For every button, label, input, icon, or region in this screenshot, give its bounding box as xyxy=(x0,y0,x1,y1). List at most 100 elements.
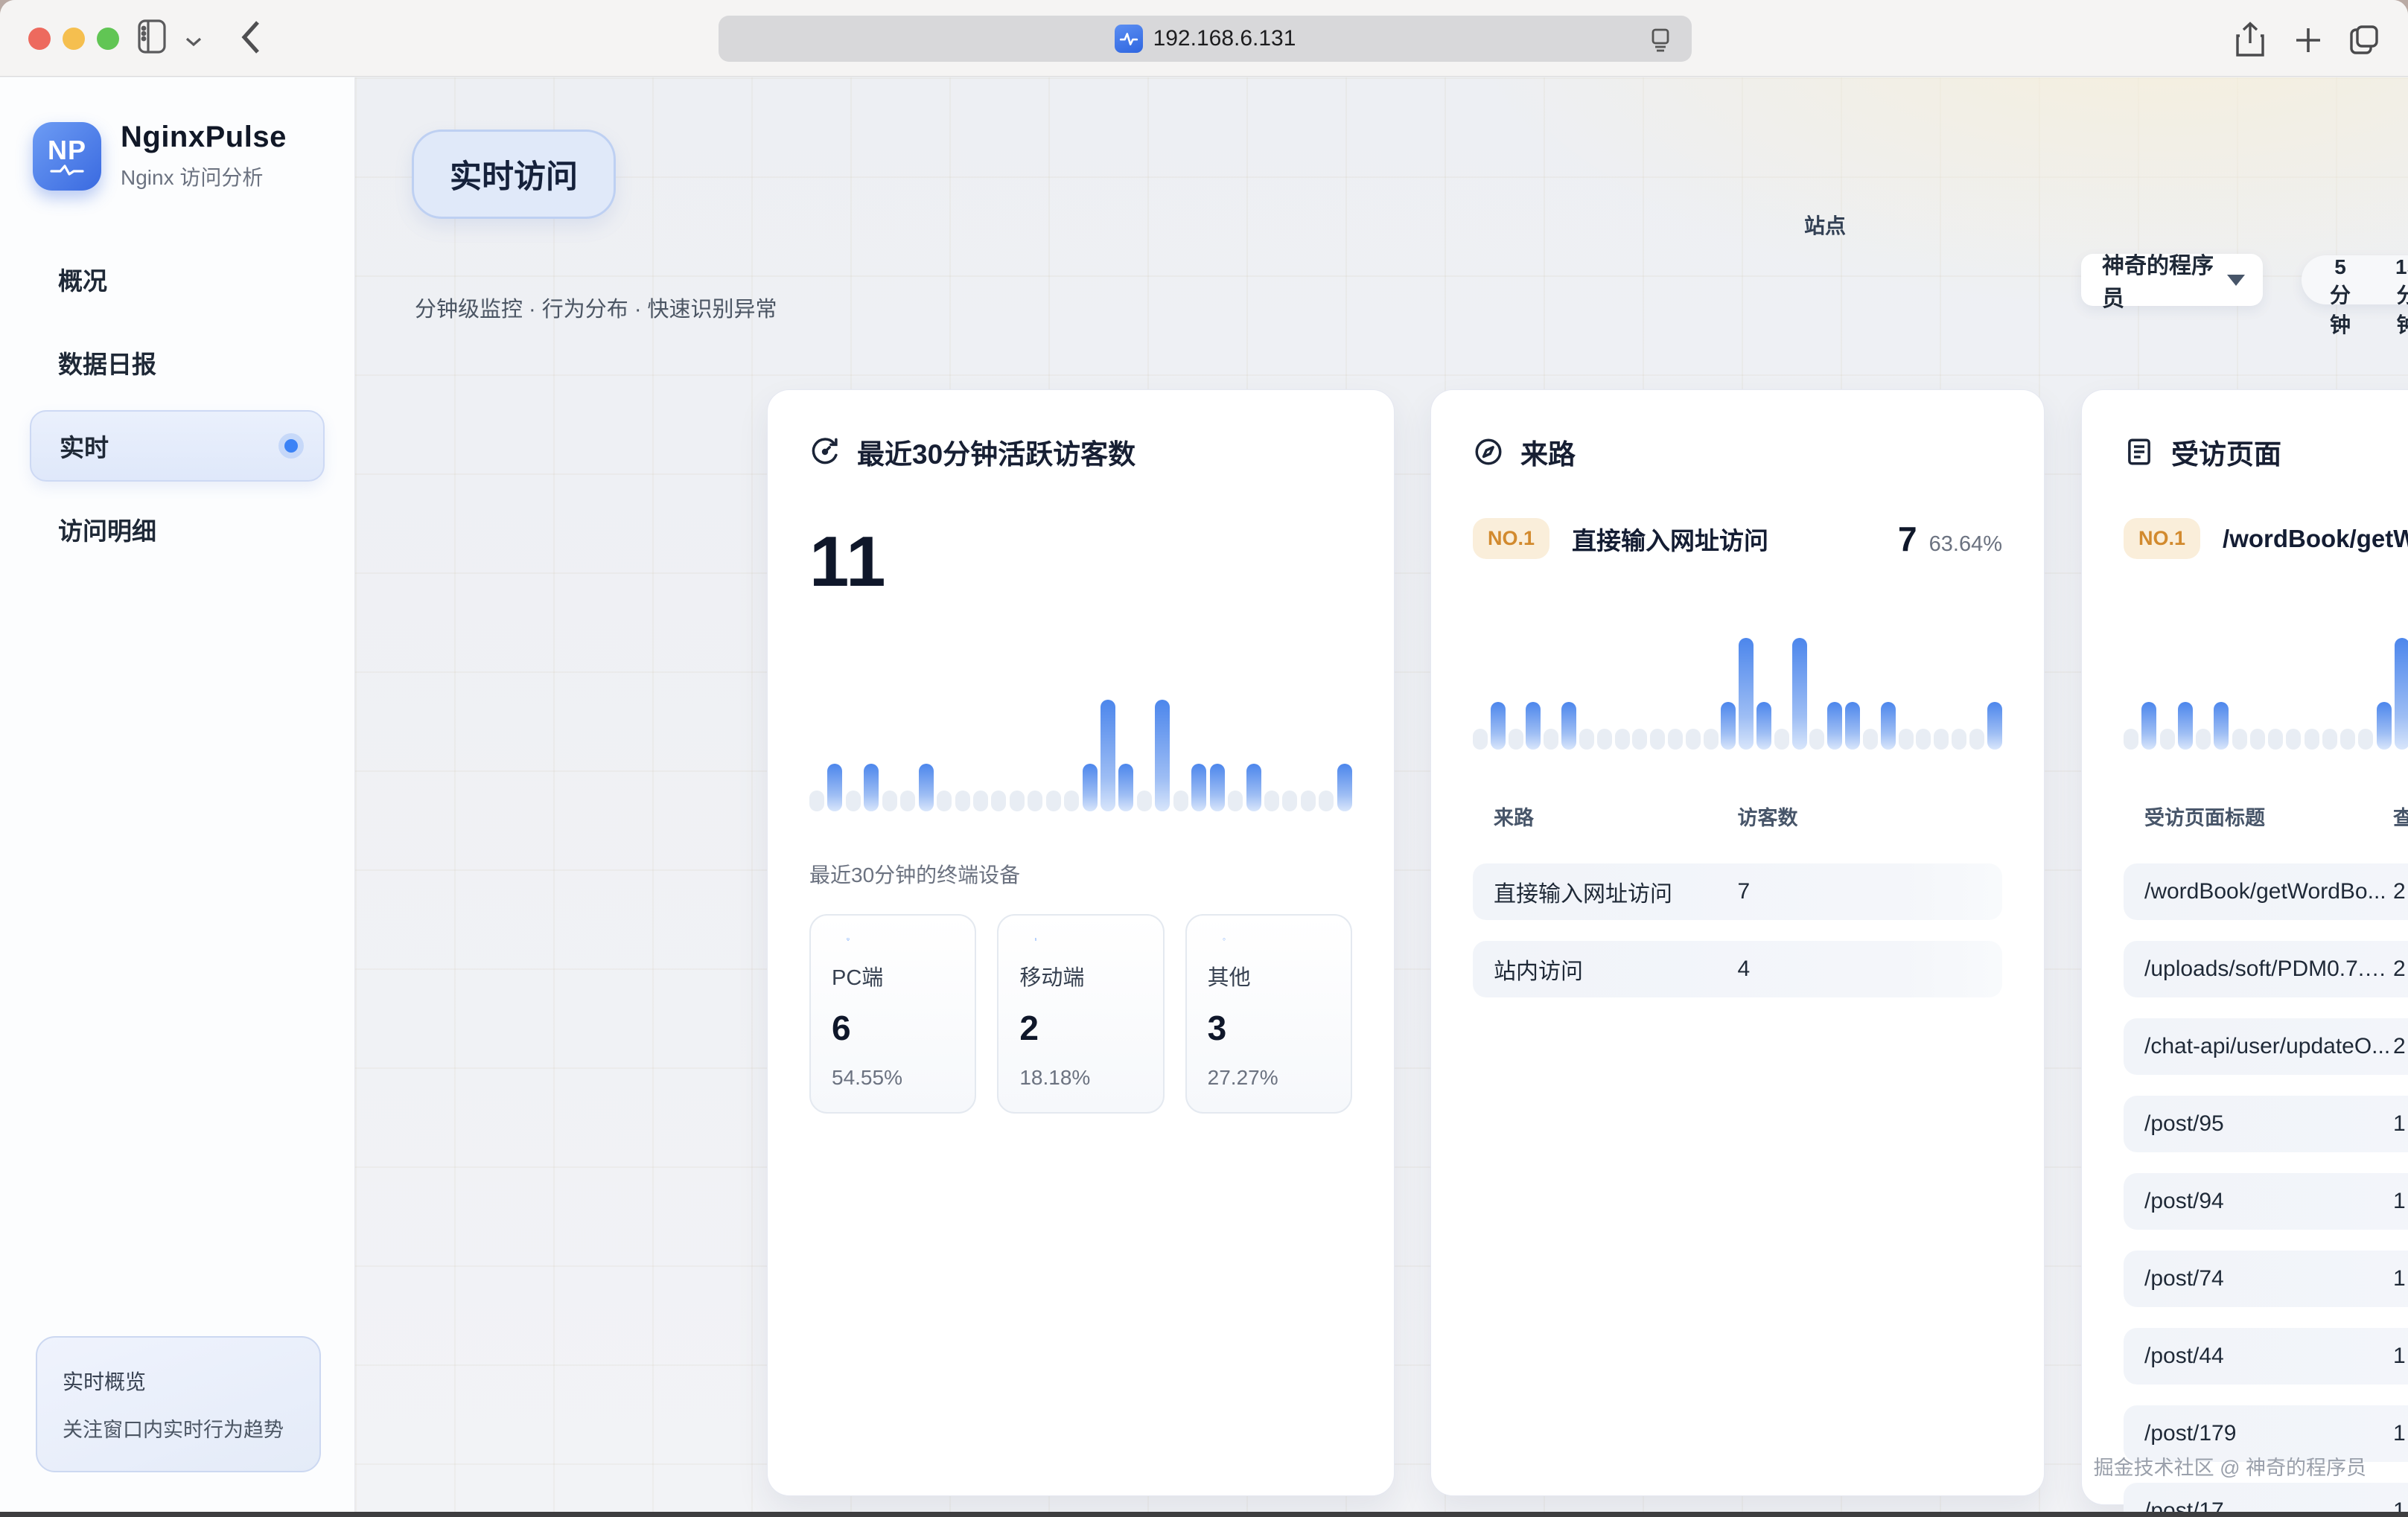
row-label: /uploads/soft/PDM0.7.8... xyxy=(2144,956,2393,981)
rank-badge: NO.1 xyxy=(2124,518,2201,559)
watermark-text: 掘金技术社区 @ 神奇的程序员 xyxy=(2093,1457,2366,1479)
spark-bar xyxy=(1300,791,1316,811)
row-value: 1 xyxy=(2393,1266,2406,1291)
row-value: 2 xyxy=(2393,879,2406,904)
table-row: /post/95 1 xyxy=(2124,1096,2408,1152)
spark-bar xyxy=(1791,638,1807,750)
spark-bar xyxy=(1969,729,1984,750)
top-referrer-percent: 63.64% xyxy=(1928,531,2002,556)
page-title: 实时访问 xyxy=(412,130,616,219)
active-visitors-card: 最近30分钟活跃访客数 11 最近30分钟的终端设备 PC端 6 54.55% xyxy=(767,389,1395,1496)
zoom-window-button[interactable] xyxy=(97,28,119,50)
spark-bar xyxy=(1173,791,1188,811)
share-icon[interactable] xyxy=(2234,21,2267,60)
device-value: 3 xyxy=(1207,1009,1227,1047)
row-label: 站内访问 xyxy=(1494,959,1583,984)
sidebar-item-realtime[interactable]: 实时 xyxy=(30,410,325,482)
card-title: 最近30分钟活跃访客数 xyxy=(857,439,1136,470)
sidebar-item-label: 访问明细 xyxy=(58,517,156,545)
range-15min-button[interactable]: 15分钟 xyxy=(2373,255,2408,336)
spark-bar xyxy=(2286,729,2302,750)
spark-bar xyxy=(1155,700,1170,811)
spark-bar xyxy=(2196,729,2211,750)
spark-bar xyxy=(1209,764,1225,811)
spark-bar xyxy=(972,791,988,811)
row-value: 1 xyxy=(2393,1344,2406,1368)
time-range-segment: 5分钟 15分钟 30分钟 xyxy=(2302,255,2408,336)
sidebar-toggle-icon[interactable] xyxy=(138,19,203,54)
spark-bar xyxy=(955,791,970,811)
spark-bar xyxy=(1228,791,1243,811)
minimize-window-button[interactable] xyxy=(63,28,85,50)
spark-bar xyxy=(1703,729,1719,750)
compass-icon xyxy=(1475,438,1502,465)
row-label: /wordBook/getWordBo... xyxy=(2144,879,2386,904)
device-percent: 18.18% xyxy=(1019,1066,1091,1089)
device-percent: 54.55% xyxy=(832,1066,902,1089)
device-value: 6 xyxy=(832,1009,851,1047)
row-label: /post/94 xyxy=(2144,1189,2224,1213)
spark-bar xyxy=(1319,791,1334,811)
referrers-card: 来路 NO.1 直接输入网址访问 7 63.64% 来路 访客数 xyxy=(1430,389,2045,1496)
device-cards: PC端 6 54.55% 移动端 2 18.18% 其他 xyxy=(809,914,1352,1114)
sidebar-item-daily-report[interactable]: 数据日报 xyxy=(30,327,325,398)
card-title: 受访页面 xyxy=(2171,439,2281,470)
sidebar-footer-card: 实时概览 关注窗口内实时行为趋势 xyxy=(36,1336,321,1472)
visitors-sparkline xyxy=(809,692,1352,811)
spark-bar xyxy=(2249,729,2265,750)
reader-view-icon[interactable] xyxy=(1647,27,1674,54)
spark-bar xyxy=(1721,702,1736,750)
new-tab-icon[interactable] xyxy=(2292,24,2325,57)
spark-bar xyxy=(900,791,916,811)
site-select-value: 神奇的程序员 xyxy=(2102,254,2214,311)
spark-bar xyxy=(1596,729,1612,750)
spark-bar xyxy=(1739,638,1754,750)
top-referrer-label: 直接输入网址访问 xyxy=(1572,526,1769,555)
row-label: /chat-api/user/updateO... xyxy=(2144,1034,2391,1058)
spark-bar xyxy=(1264,791,1279,811)
spark-bar xyxy=(1561,702,1577,750)
sidebar-item-label: 概况 xyxy=(58,267,107,295)
spark-bar xyxy=(1028,791,1043,811)
spark-bar xyxy=(2214,702,2229,750)
range-5min-button[interactable]: 5分钟 xyxy=(2307,255,2373,336)
spark-bar xyxy=(1685,729,1701,750)
sidebar-item-visit-details[interactable]: 访问明细 xyxy=(30,494,325,565)
sidebar-item-label: 数据日报 xyxy=(58,351,156,378)
spark-bar xyxy=(1632,729,1648,750)
spark-bar xyxy=(2304,729,2319,750)
spark-bar xyxy=(2232,729,2247,750)
spark-bar xyxy=(2358,729,2374,750)
spark-bar xyxy=(1934,729,1949,750)
row-label: /post/95 xyxy=(2144,1111,2224,1136)
pages-table: 受访页面标题 查看次数 /wordBook/getWordBo... 2 /up… xyxy=(2124,802,2408,1517)
device-label: 移动端 xyxy=(1019,966,1085,990)
spark-bar xyxy=(827,764,843,811)
sidebar: NP NginxPulse Nginx 访问分析 概况 数据日报 实时 xyxy=(0,77,355,1517)
spark-bar xyxy=(1862,729,1878,750)
site-favicon-icon xyxy=(1114,25,1143,53)
spark-bar xyxy=(2376,702,2392,750)
tab-overview-icon[interactable] xyxy=(2347,22,2381,57)
address-bar[interactable]: 192.168.6.131 xyxy=(719,16,1692,62)
back-button[interactable] xyxy=(238,16,264,58)
close-window-button[interactable] xyxy=(28,28,51,50)
spark-bar xyxy=(1045,791,1061,811)
row-value: 1 xyxy=(2393,1421,2406,1446)
sidebar-item-overview[interactable]: 概况 xyxy=(30,243,325,315)
app-name: NginxPulse xyxy=(121,121,287,153)
top-page-label: /wordBook/getWordBookList?pa... xyxy=(2223,524,2408,552)
site-select[interactable]: 神奇的程序员 xyxy=(2081,254,2263,311)
spark-bar xyxy=(2124,729,2138,750)
device-card-pc: PC端 6 54.55% xyxy=(809,914,977,1114)
url-text: 192.168.6.131 xyxy=(1153,26,1296,51)
table-row: /post/94 1 xyxy=(2124,1173,2408,1230)
pages-sparkline xyxy=(2124,630,2408,750)
sidebar-footer-title: 实时概览 xyxy=(63,1370,147,1393)
sidebar-item-label: 实时 xyxy=(60,434,109,462)
card-title: 来路 xyxy=(1520,439,1576,470)
spark-bar xyxy=(1987,702,2002,750)
column-header: 访客数 xyxy=(1737,807,1798,829)
spark-bar xyxy=(1774,729,1789,750)
